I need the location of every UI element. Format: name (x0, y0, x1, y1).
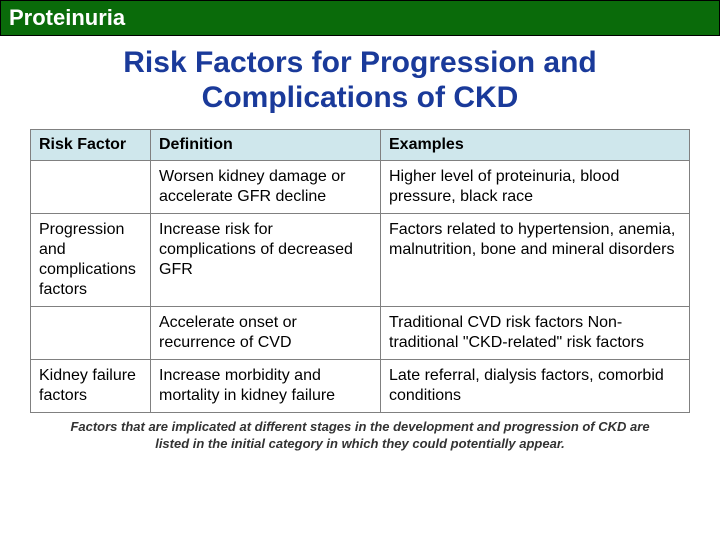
table-row: Kidney failure factors Increase morbidit… (31, 360, 690, 413)
table-row: Accelerate onset or recurrence of CVD Tr… (31, 307, 690, 360)
cell-examples: Higher level of proteinuria, blood press… (381, 161, 690, 214)
col-header-examples: Examples (381, 130, 690, 161)
footnote: Factors that are implicated at different… (30, 413, 690, 453)
cell-definition: Increase risk for complications of decre… (151, 214, 381, 307)
risk-factor-table: Risk Factor Definition Examples Worsen k… (30, 129, 690, 413)
cell-examples: Late referral, dialysis factors, comorbi… (381, 360, 690, 413)
cell-definition: Accelerate onset or recurrence of CVD (151, 307, 381, 360)
cell-risk-factor: Progression and complications factors (31, 214, 151, 307)
content-area: Risk Factors for Progression and Complic… (0, 36, 720, 453)
main-title: Risk Factors for Progression and Complic… (30, 36, 690, 129)
col-header-risk-factor: Risk Factor (31, 130, 151, 161)
table-row: Progression and complications factors In… (31, 214, 690, 307)
table-header-row: Risk Factor Definition Examples (31, 130, 690, 161)
header-bar: Proteinuria (0, 0, 720, 36)
cell-examples: Factors related to hypertension, anemia,… (381, 214, 690, 307)
col-header-definition: Definition (151, 130, 381, 161)
header-title: Proteinuria (9, 5, 125, 30)
table-row: Worsen kidney damage or accelerate GFR d… (31, 161, 690, 214)
cell-risk-factor: Kidney failure factors (31, 360, 151, 413)
cell-risk-factor (31, 307, 151, 360)
cell-examples: Traditional CVD risk factors Non-traditi… (381, 307, 690, 360)
cell-definition: Increase morbidity and mortality in kidn… (151, 360, 381, 413)
cell-definition: Worsen kidney damage or accelerate GFR d… (151, 161, 381, 214)
cell-risk-factor (31, 161, 151, 214)
